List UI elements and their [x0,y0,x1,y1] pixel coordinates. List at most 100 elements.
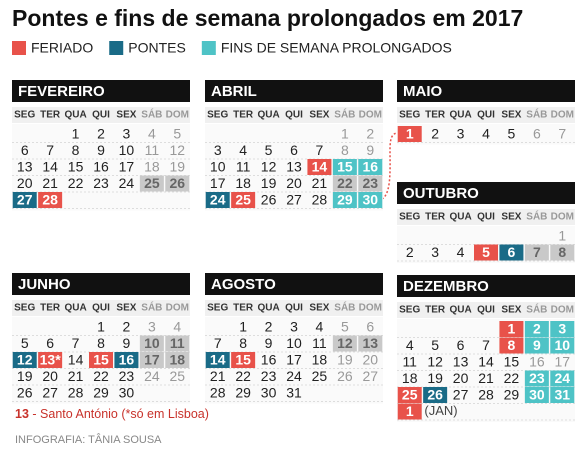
day: 8 [558,244,566,260]
day: 2 [97,126,105,142]
day: 28 [42,192,58,208]
day: 19 [17,368,33,384]
day: 2 [406,244,414,260]
day: 9 [533,337,541,353]
weekday: QUA [64,110,86,121]
weekday-band [205,107,383,123]
day: 17 [119,159,135,175]
day: 2 [533,321,541,337]
weekday: SEG [14,303,35,314]
day: 20 [453,370,469,386]
day: 4 [148,126,156,142]
day: 30 [119,385,135,401]
weekday: TER [40,110,61,121]
weekday: DOM [166,110,189,121]
day: 16 [93,159,109,175]
day: 8 [508,337,516,353]
month-name: ABRIL [211,83,257,100]
day: 28 [478,387,494,403]
day: 24 [119,175,135,191]
weekday: SÁB [334,108,355,121]
weekday: SEG [14,110,35,121]
day: 14 [478,354,494,370]
day: 1 [72,126,80,142]
day: 20 [42,368,58,384]
day-highlight [139,335,164,352]
day: 4 [316,319,324,335]
day: 9 [123,335,131,351]
weekday: QUI [92,110,110,121]
weekday: TER [233,303,254,314]
day-highlight [332,192,357,208]
day-highlight [165,352,190,368]
weekday: QUI [477,110,495,121]
weekday: QUA [449,212,471,223]
day: 11 [145,142,160,158]
day: 18 [402,370,418,386]
weekday: TER [233,110,254,121]
day: 5 [21,335,29,351]
day: 25 [169,368,185,384]
day: 23 [362,175,378,191]
day-highlight [205,192,230,208]
weekday: SEG [399,212,420,223]
month-header [12,80,190,102]
day: 20 [362,352,378,368]
weekday-band [205,300,383,316]
day: 10 [119,142,135,158]
day-highlight [332,335,357,352]
day: 10 [210,159,226,175]
day-highlight [139,175,164,192]
day: 16 [362,159,378,175]
day: 14 [68,352,84,368]
day-highlight [397,387,422,403]
day: 5 [173,126,181,142]
day: 21 [68,368,84,384]
day: 12 [337,335,353,351]
day: 7 [558,126,566,142]
day: 29 [235,385,251,401]
day: 5 [482,244,490,260]
day: 1 [406,126,414,142]
day: 24 [554,370,570,386]
day: 3 [148,319,156,335]
day: 1 [508,321,516,337]
day: 27 [42,385,58,401]
day: 26 [261,192,277,208]
day: 1 [558,228,566,244]
day: 18 [144,159,160,175]
grid-band [397,124,575,145]
month-name: OUTUBRO [403,185,479,202]
day: 20 [286,175,302,191]
day-highlight [397,126,422,142]
day: 6 [366,319,374,335]
day: 15 [235,352,251,368]
weekday: QUI [285,110,303,121]
day-highlight [12,352,37,368]
day: 21 [42,175,58,191]
day: 9 [97,142,105,158]
weekday: SÁB [141,301,162,314]
day: 8 [239,335,247,351]
day: 20 [17,175,33,191]
weekday: SÁB [526,303,547,316]
day: 29 [93,385,109,401]
day: 30 [529,387,545,403]
footnote-day: 13 [15,407,29,421]
day: 15 [337,159,353,175]
day: 22 [504,370,520,386]
weekday: SEG [399,110,420,121]
day: 4 [482,126,490,142]
day: 8 [97,335,105,351]
weekday: SEX [501,212,521,223]
weekday-band [397,209,575,225]
weekday: SEX [116,110,136,121]
day: 21 [312,175,328,191]
day: 19 [337,352,353,368]
month-name: JUNHO [18,276,71,293]
day: 5 [431,337,439,353]
day: 15 [93,352,109,368]
day-highlight [524,387,549,403]
day: 4 [406,337,414,353]
day-highlight [307,159,332,175]
